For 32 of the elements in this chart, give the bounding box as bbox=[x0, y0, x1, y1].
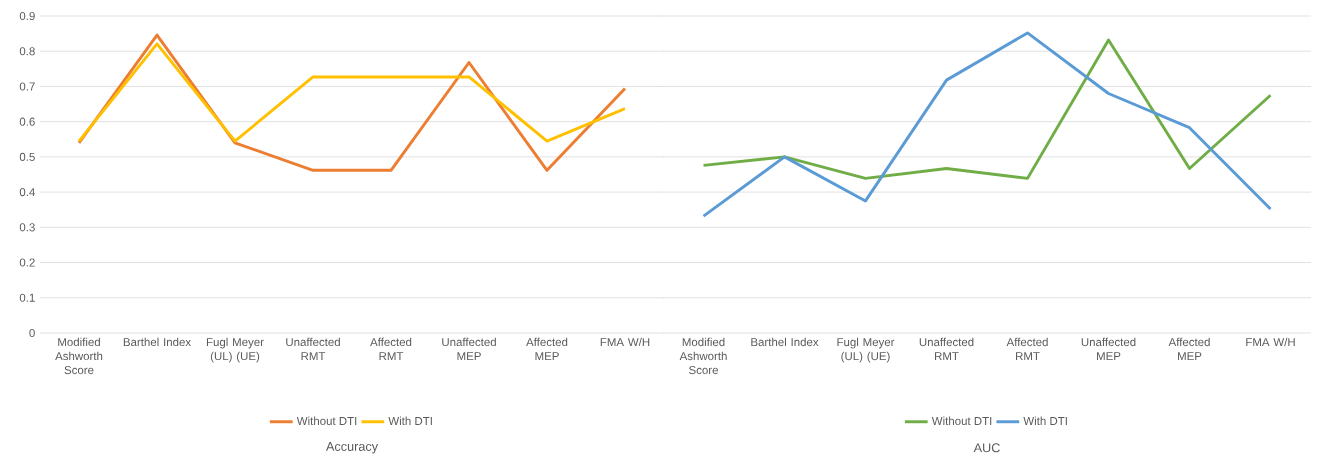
x-tick-label: Affected RMT bbox=[1006, 337, 1048, 361]
y-tick-label: 0.5 bbox=[19, 152, 35, 161]
x-tick-label: Fugl Meyer (UL) (UE) bbox=[206, 337, 264, 363]
x-tick-label: Affected RMT bbox=[370, 337, 412, 361]
y-tick-label: 0.8 bbox=[19, 47, 35, 56]
y-tick-label: 0.6 bbox=[19, 117, 35, 126]
x-tick-label: Barthel Index bbox=[123, 337, 191, 347]
x-tick-label: Unaffected MEP bbox=[442, 337, 496, 361]
x-tick-label: Affected MEP bbox=[526, 337, 568, 361]
x-tick-label: Fugl Meyer (UL) (UE) bbox=[837, 337, 895, 363]
x-axis-title: AUC bbox=[973, 443, 1000, 453]
y-tick-label: 0 bbox=[29, 328, 35, 338]
legend-label: Without DTI bbox=[931, 416, 992, 426]
y-tick-label: 0.2 bbox=[19, 258, 35, 267]
y-tick-label: 0.7 bbox=[19, 82, 35, 91]
x-axis-title: Accuracy bbox=[325, 442, 379, 454]
x-tick-label: Modified Ashworth Score bbox=[679, 337, 727, 375]
legend-label: With DTI bbox=[1023, 416, 1067, 425]
y-tick-label: 0.3 bbox=[19, 223, 35, 232]
legend-label: With DTI bbox=[388, 416, 432, 425]
x-tick-label: Affected MEP bbox=[1168, 337, 1210, 361]
x-tick-label: Barthel Index bbox=[751, 337, 819, 347]
x-tick-label: Unaffected RMT bbox=[919, 337, 974, 361]
x-tick-label: Unaffected MEP bbox=[1081, 337, 1136, 361]
y-tick-label: 0.1 bbox=[19, 293, 35, 302]
legend-label: Without DTI bbox=[296, 416, 357, 426]
x-tick-label: Unaffected RMT bbox=[286, 337, 340, 361]
y-tick-label: 0.9 bbox=[19, 11, 35, 21]
x-tick-label: FMA W/H bbox=[1246, 337, 1295, 347]
x-tick-label: Modified Ashworth Score bbox=[55, 337, 103, 375]
y-tick-label: 0.4 bbox=[19, 188, 35, 197]
x-tick-label: FMA W/H bbox=[600, 337, 650, 347]
